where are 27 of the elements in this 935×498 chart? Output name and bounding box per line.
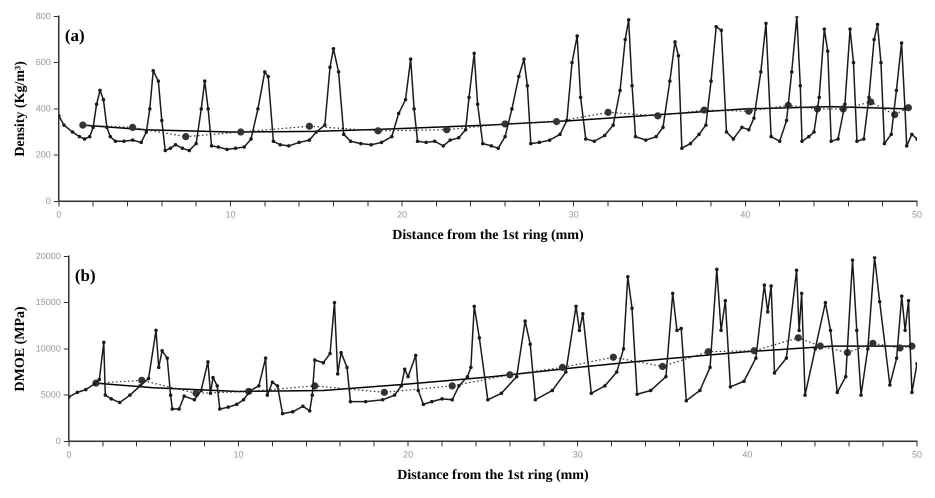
x-tick-label: 10 [225,209,236,220]
annotation: (b) [74,266,96,285]
x-tick-label: 20 [397,209,408,220]
x-tick-label: 10 [233,449,244,460]
x-tick-label: 30 [572,449,583,460]
y-tick-label: 15000 [36,297,61,308]
x-tick-label: 0 [66,449,72,460]
y-tick-label: 0 [56,436,61,446]
y-tick-label: 20000 [36,250,61,261]
y-tick-label: 0 [46,196,51,206]
y-tick-label: 400 [36,103,51,114]
x-tick-label: 20 [403,449,414,460]
y-tick-label: 200 [36,150,51,160]
x-tick-label: 30 [568,209,579,220]
annotation: (a) [64,26,85,45]
x-tick-label: 50 [912,449,922,460]
x-tick-label: 40 [740,209,750,220]
y-tick-label: 800 [36,10,51,21]
y-tick-label: 10000 [36,343,61,354]
y-tick-label: 600 [36,57,51,68]
x-axis-title: Distance from the 1st ring (mm) [392,228,584,244]
y-axis-title: DMOE (MPa) [13,306,28,392]
x-tick-label: 40 [742,449,752,460]
x-axis-title: Distance from the 1st ring (mm) [397,468,589,484]
y-tick-label: 5000 [40,390,61,400]
x-tick-label: 50 [912,209,922,220]
y-axis-title: Density (Kg/m³) [13,60,28,157]
